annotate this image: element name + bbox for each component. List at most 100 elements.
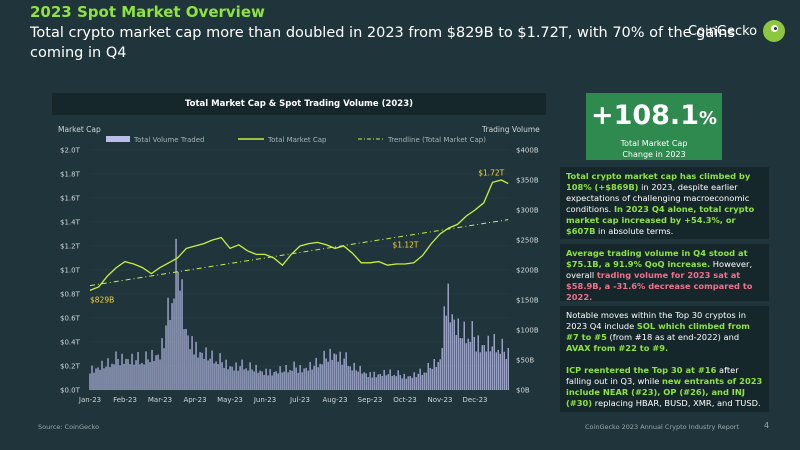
volume-bar [369, 372, 371, 390]
volume-bar [203, 358, 205, 390]
market-cap-line [89, 179, 509, 292]
volume-bar [357, 371, 359, 390]
volume-bar [391, 376, 393, 390]
volume-bar [467, 338, 469, 390]
volume-bar [145, 351, 147, 390]
volume-bar [123, 363, 125, 390]
highlight: In 2023 Q4 alone, total crypto market ca… [566, 204, 755, 236]
x-tick: Feb-23 [113, 396, 137, 404]
volume-bar [227, 369, 229, 390]
legend-label-market-cap: Total Market Cap [267, 136, 327, 144]
volume-bar [447, 283, 449, 390]
volume-bar [503, 351, 505, 390]
volume-bar [161, 338, 163, 390]
volume-bar [269, 369, 271, 390]
volume-bar [243, 369, 245, 390]
insight-panel-rankings: Notable moves within the Top 30 cryptos … [560, 306, 769, 412]
volume-bar [401, 378, 403, 390]
volume-bar [483, 344, 485, 390]
volume-bar [115, 351, 117, 390]
volume-bar [139, 364, 141, 390]
volume-bar [95, 368, 97, 390]
stat-unit: % [698, 108, 718, 129]
y-right-tick: $100B [516, 327, 539, 335]
volume-bar [405, 378, 407, 390]
x-tick: Nov-23 [428, 396, 453, 404]
volume-bar [151, 349, 153, 390]
volume-bar [331, 359, 333, 390]
volume-bar [373, 371, 375, 390]
volume-bar [211, 350, 213, 390]
volume-bar [343, 358, 345, 390]
x-tick: Jan-23 [78, 396, 101, 404]
highlight: AVAX from #22 to #9. [566, 343, 669, 353]
volume-bar [159, 359, 161, 390]
volume-bar [249, 362, 251, 390]
y-right-tick: $200B [516, 267, 539, 275]
volume-bar [253, 371, 255, 390]
volume-bar [247, 370, 249, 390]
volume-bar [291, 370, 293, 390]
y-right-tick: $0B [516, 387, 530, 395]
legend-label-trendline: Trendline (Total Market Cap) [387, 136, 486, 144]
volume-bar [305, 367, 307, 390]
volume-bar [413, 372, 415, 390]
volume-bar [225, 359, 227, 390]
volume-bar [181, 279, 183, 390]
volume-bar [295, 367, 297, 390]
volume-bar [255, 364, 257, 390]
brand[interactable]: CoinGecko [688, 20, 786, 42]
market-chart: $0.0T $0.2T $0.4T $0.6T $0.8T $1.0T $1.2T $1.4T… [58, 125, 540, 404]
annotation-label: $1.72T [478, 169, 504, 178]
volume-bar [459, 337, 461, 390]
volume-bar [209, 358, 211, 390]
volume-bar [429, 367, 431, 390]
volume-bar [353, 362, 355, 390]
x-tick: Mar-23 [148, 396, 172, 404]
x-tick: May-23 [217, 396, 243, 404]
volume-bar [277, 373, 279, 390]
volume-bar [175, 238, 177, 390]
volume-bar [149, 362, 151, 390]
text: (from #18 as at end-2022) and [606, 332, 740, 342]
volume-bar [287, 372, 289, 390]
volume-bar [481, 345, 483, 390]
volume-bar [189, 349, 191, 390]
volume-bar [301, 372, 303, 390]
volume-bar [471, 321, 473, 390]
volume-bar [327, 361, 329, 390]
y-right-tick: $400B [516, 147, 539, 155]
y-right-tick: $350B [516, 177, 539, 185]
volume-bar [121, 353, 123, 390]
volume-bar [271, 375, 273, 390]
volume-bar [229, 366, 231, 390]
volume-bar [195, 341, 197, 390]
volume-bar [351, 370, 353, 390]
volume-bar [251, 369, 253, 390]
volume-bar [219, 353, 221, 390]
volume-bar [339, 351, 341, 390]
volume-bar [163, 348, 165, 390]
y-left-label: Market Cap [58, 125, 101, 134]
volume-bar [187, 335, 189, 390]
text: after falling out in Q3, while [566, 365, 739, 386]
volume-bar [489, 351, 491, 390]
volume-bar [153, 360, 155, 390]
volume-bar [239, 366, 241, 390]
volume-bar [205, 347, 207, 390]
y-left-tick: $0.8T [60, 291, 81, 299]
stat-value: +108.1% [586, 97, 722, 138]
x-tick: Dec-23 [463, 396, 488, 404]
volume-bar [179, 290, 181, 390]
volume-bar [237, 370, 239, 390]
volume-bar [155, 355, 157, 390]
volume-bar [213, 363, 215, 390]
y-left-tick: $0.6T [60, 315, 81, 323]
volume-bar [425, 372, 427, 390]
x-tick: Sep-23 [358, 396, 383, 404]
volume-bar [387, 374, 389, 390]
text: replacing HBAR, BUSD, XMR, and TUSD. [592, 398, 761, 408]
volume-bar [491, 346, 493, 390]
volume-bar [341, 364, 343, 390]
volume-bar [439, 359, 441, 390]
